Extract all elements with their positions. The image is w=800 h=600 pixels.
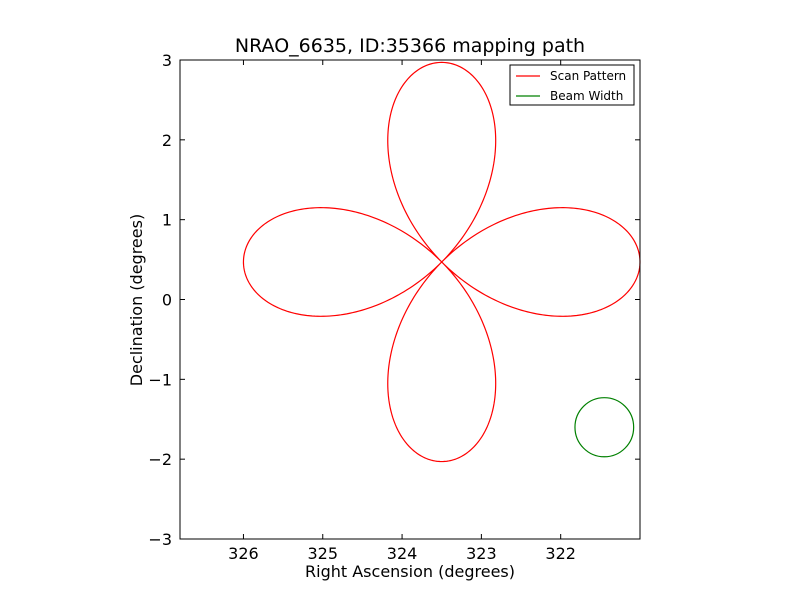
legend-label-scan-pattern: Scan Pattern <box>550 69 626 83</box>
y-tick-label: 0 <box>162 291 172 310</box>
beam-width-circle <box>574 397 635 458</box>
y-tick-label: 3 <box>162 51 172 70</box>
y-tick-label: 2 <box>162 131 172 150</box>
ticks-layer: 326 325 324 323 322 −3 −2 −1 0 1 2 3 <box>148 51 640 563</box>
x-tick-label: 324 <box>387 544 418 563</box>
y-axis-title: Declination (degrees) <box>127 214 146 386</box>
legend-box <box>509 64 635 106</box>
x-tick-label: 322 <box>545 544 576 563</box>
legend-label-beam-width: Beam Width <box>550 89 623 103</box>
y-tick-label: −2 <box>148 450 172 469</box>
plot-area: 326 325 324 323 322 −3 −2 −1 0 1 2 3 <box>148 51 641 563</box>
x-axis-title: Right Ascension (degrees) <box>305 562 515 581</box>
x-tick-label: 326 <box>228 544 259 563</box>
legend: Scan Pattern Beam Width <box>509 64 635 106</box>
y-tick-label: 1 <box>162 211 172 230</box>
x-tick-label: 323 <box>466 544 497 563</box>
y-tick-label: −1 <box>148 370 172 389</box>
y-tick-label: −3 <box>148 530 172 549</box>
plot-background <box>180 60 640 539</box>
x-tick-label: 325 <box>307 544 338 563</box>
chart-title: NRAO_6635, ID:35366 mapping path <box>235 35 585 57</box>
